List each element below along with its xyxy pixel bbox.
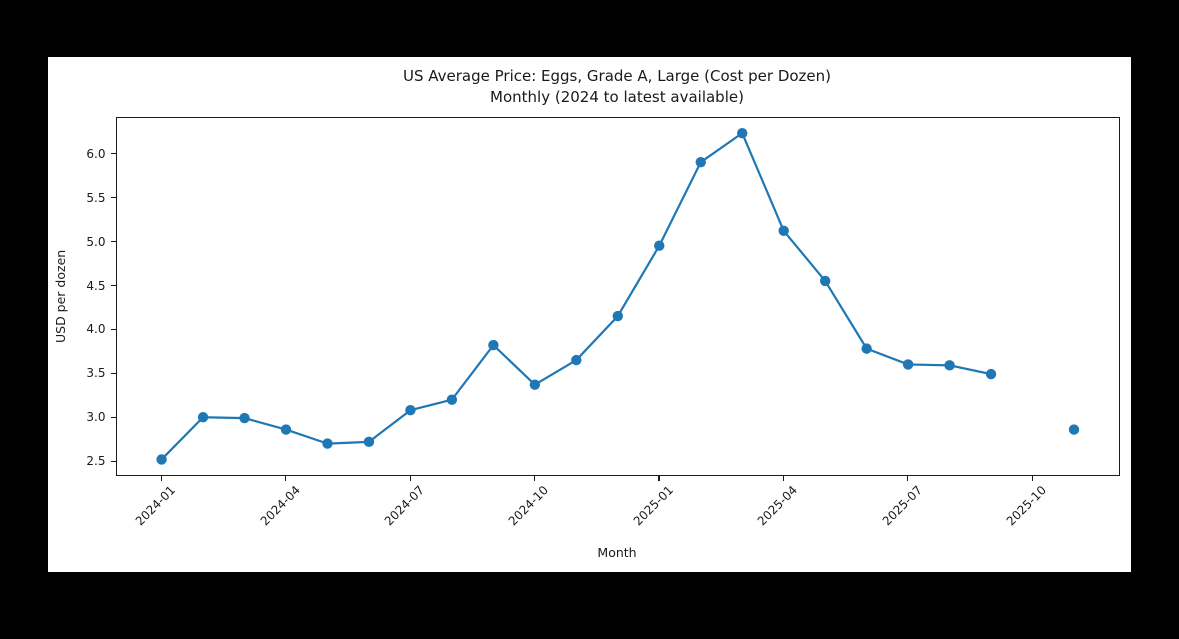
x-tick-label: 2025-04 — [754, 483, 801, 529]
data-point-marker — [197, 412, 208, 423]
data-point-marker — [529, 379, 540, 390]
egg-price-line-series — [155, 127, 1079, 465]
chart-figure: US Average Price: Eggs, Grade A, Large (… — [48, 57, 1131, 572]
data-point-marker — [487, 339, 499, 351]
data-point-marker — [777, 225, 789, 236]
y-tick-label: 3.0 — [86, 410, 106, 425]
y-tick-label: 4.0 — [86, 322, 106, 337]
x-tick-label: 2024-04 — [257, 483, 303, 529]
data-point-marker — [736, 127, 747, 139]
data-point-marker — [280, 424, 291, 435]
data-point-marker — [1068, 424, 1079, 435]
data-point-marker — [943, 360, 955, 371]
x-tick-mark — [782, 476, 784, 481]
data-point-marker — [570, 354, 582, 366]
plot-area — [115, 117, 1120, 476]
x-tick-label: 2024-10 — [506, 483, 552, 529]
y-tick-mark — [111, 416, 116, 418]
chart-title: US Average Price: Eggs, Grade A, Large (… — [402, 67, 832, 85]
x-tick-mark — [409, 476, 411, 481]
x-tick-mark — [285, 476, 287, 481]
chart-subtitle: Monthly (2024 to latest available) — [490, 88, 744, 106]
x-tick-mark — [160, 476, 162, 481]
x-tick-label: 2024-07 — [381, 483, 428, 529]
data-point-marker — [446, 394, 457, 405]
data-point-marker — [363, 436, 374, 448]
x-tick-mark — [1031, 476, 1033, 481]
data-point-marker — [404, 404, 416, 416]
x-tick-mark — [658, 476, 660, 481]
data-point-marker — [985, 368, 996, 380]
y-tick-label: 2.5 — [86, 454, 106, 469]
data-point-marker — [653, 240, 664, 251]
y-tick-mark — [111, 196, 116, 199]
y-tick-label: 5.0 — [86, 234, 106, 249]
y-tick-mark — [111, 240, 116, 243]
y-tick-label: 5.5 — [86, 190, 106, 205]
x-tick-label: 2024-01 — [132, 483, 179, 529]
y-tick-label: 4.5 — [86, 278, 106, 293]
x-axis-label: Month — [597, 545, 637, 560]
y-tick-mark — [111, 284, 116, 287]
y-tick-mark — [111, 328, 116, 331]
data-point-marker — [695, 156, 706, 168]
data-point-marker — [612, 310, 623, 322]
x-tick-mark — [907, 476, 909, 481]
data-point-marker — [155, 454, 167, 465]
y-tick-mark — [111, 372, 116, 375]
data-point-marker — [860, 343, 872, 354]
data-point-marker — [819, 275, 830, 287]
data-point-marker — [238, 412, 250, 424]
data-point-marker — [902, 359, 913, 370]
y-tick-label: 6.0 — [86, 146, 106, 161]
x-tick-label: 2025-10 — [1003, 483, 1050, 529]
price-line — [160, 132, 991, 461]
x-tick-label: 2025-01 — [630, 483, 676, 529]
y-tick-mark — [111, 152, 116, 155]
data-point-marker — [321, 438, 333, 449]
y-axis-label: USD per dozen — [53, 249, 68, 344]
y-tick-label: 3.5 — [86, 366, 106, 381]
x-tick-mark — [533, 476, 536, 481]
y-tick-mark — [111, 460, 116, 462]
x-tick-label: 2025-07 — [879, 483, 925, 529]
